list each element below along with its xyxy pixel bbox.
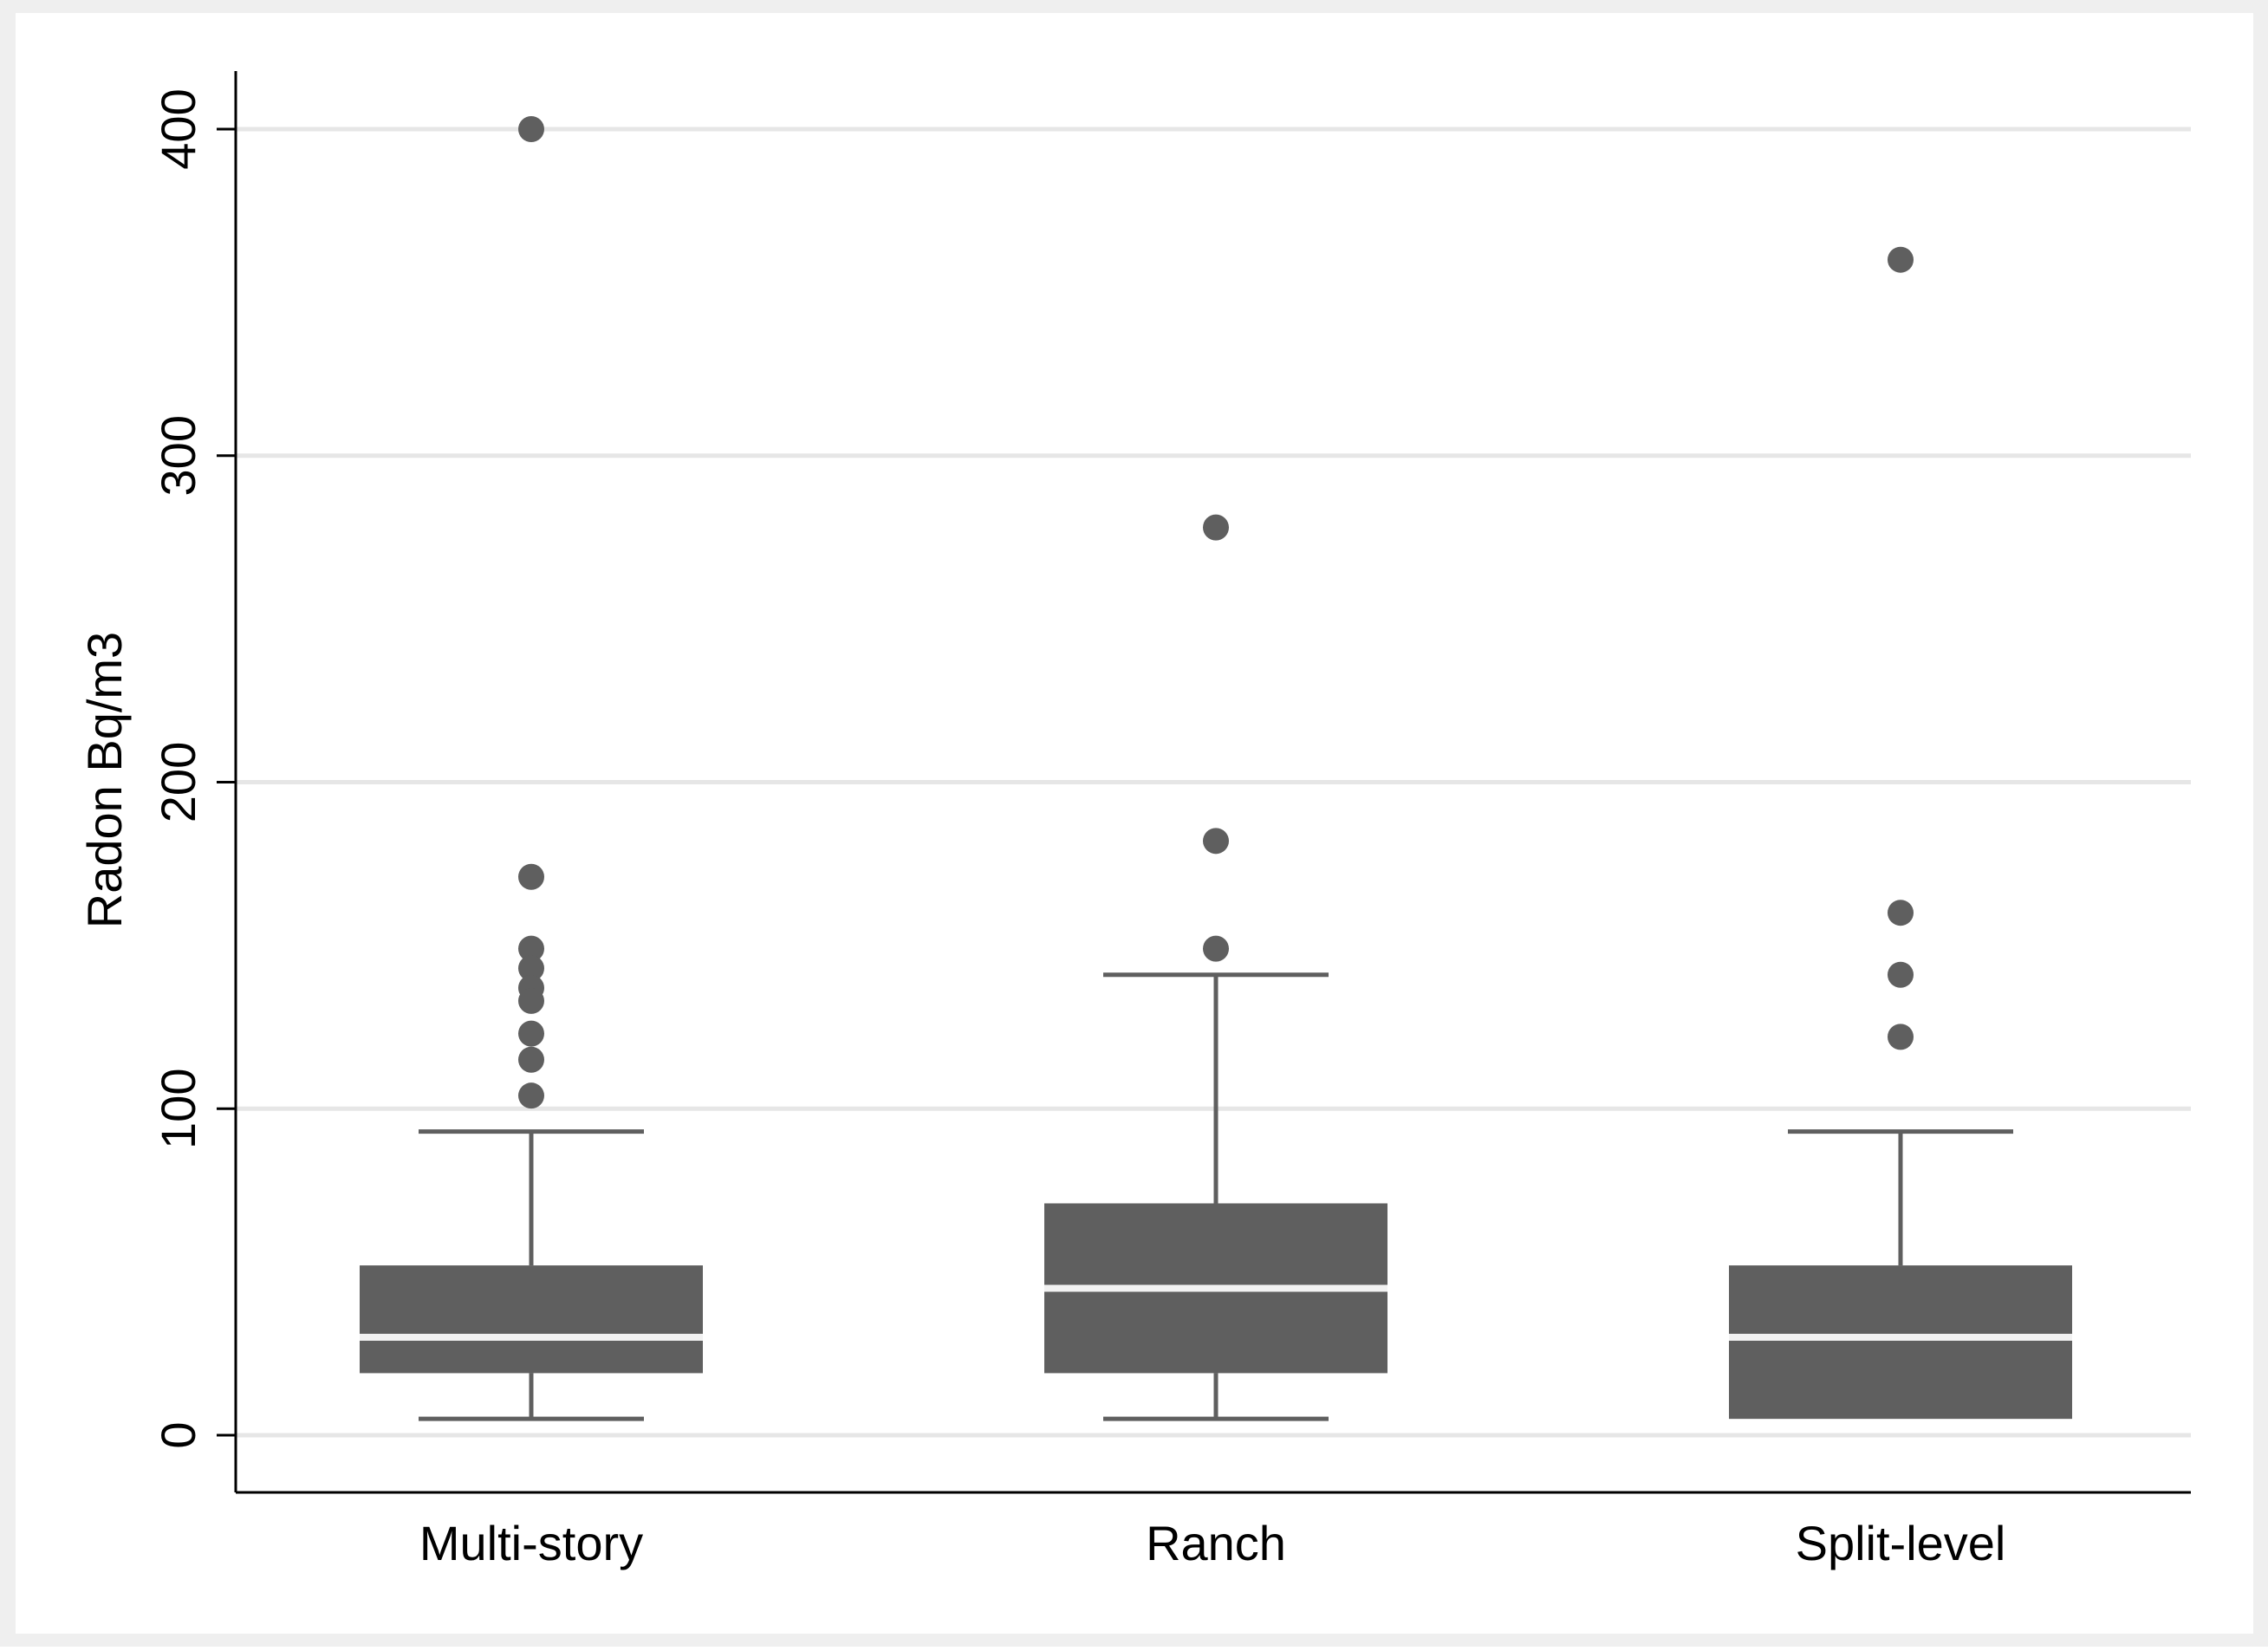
outlier-point: [518, 116, 544, 142]
box-split-level: [1729, 246, 2072, 1420]
box-ranch: [1044, 514, 1387, 1421]
outlier-point: [518, 1082, 544, 1109]
outlier-point: [1888, 900, 1914, 926]
y-tick-label: 200: [151, 742, 205, 822]
outlier-point: [1203, 828, 1229, 855]
x-tick-label: Multi-story: [419, 1516, 643, 1570]
gridlines: [236, 127, 2191, 1438]
outlier-point: [1888, 246, 1914, 273]
x-tick-label: Ranch: [1146, 1516, 1286, 1570]
outlier-point: [1203, 514, 1229, 541]
outlier-point: [518, 987, 544, 1014]
y-tick-label: 100: [151, 1069, 205, 1149]
y-axis-title: Radon Bq/m3: [77, 632, 132, 928]
outlier-point: [518, 1020, 544, 1047]
iqr-box: [1729, 1265, 2072, 1420]
iqr-box: [360, 1265, 703, 1374]
outlier-point: [518, 863, 544, 890]
labels: Radon Bq/m3: [77, 632, 132, 928]
x-tick-label: Split-level: [1796, 1516, 2006, 1570]
outlier-point: [518, 935, 544, 962]
outlier-point: [1888, 1024, 1914, 1050]
box-multi-story: [360, 116, 703, 1421]
y-tick-label: 300: [151, 415, 205, 496]
outlier-point: [1203, 935, 1229, 962]
outlier-point: [518, 1046, 544, 1073]
y-tick-label: 400: [151, 88, 205, 169]
outlier-point: [1888, 961, 1914, 988]
outlier-point: [518, 955, 544, 982]
axes: 0 100 200 300 400 Multi-story Ranch Split-level: [151, 71, 2191, 1570]
y-tick-label: 0: [151, 1421, 205, 1448]
boxes: [360, 116, 2072, 1421]
